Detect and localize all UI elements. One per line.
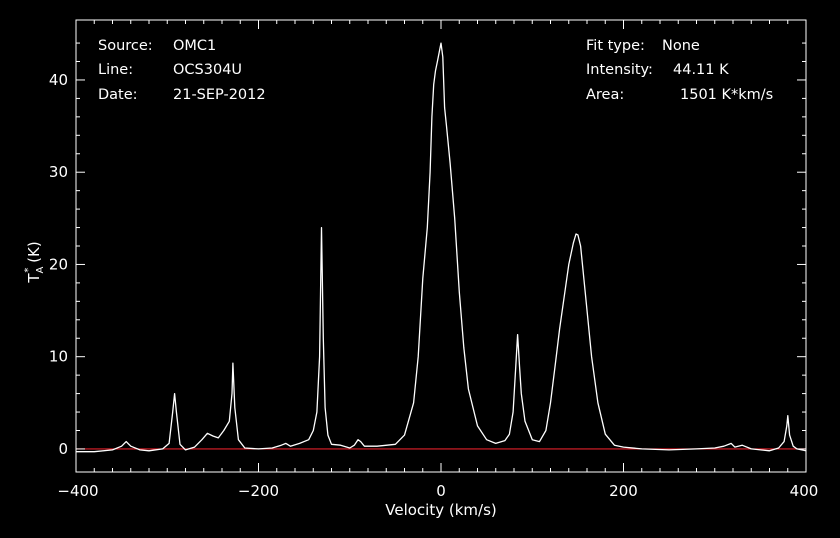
fit-type-label: Fit type: — [586, 38, 645, 54]
date-label: Date: — [98, 87, 138, 103]
info-panel-left: Source: OMC1 Line: OCS304U Date: 21-SEP-… — [98, 38, 266, 103]
y-axis-label-unit: (K) — [25, 241, 43, 267]
line-label: Line: — [98, 62, 133, 78]
y-axis-label-main: T — [25, 273, 43, 284]
tick-marks — [75, 20, 807, 472]
x-axis-label: Velocity (km/s) — [385, 501, 496, 519]
x-tick-label: 200 — [609, 482, 638, 500]
source-label: Source: — [98, 38, 153, 54]
y-tick-label: 0 — [58, 440, 68, 458]
y-tick-label: 20 — [49, 255, 68, 273]
y-tick-label: 30 — [49, 163, 68, 181]
x-tick-label: −200 — [238, 482, 279, 500]
intensity-value: 44.11 K — [673, 62, 729, 78]
x-tick-label: −400 — [57, 482, 98, 500]
date-value: 21-SEP-2012 — [173, 87, 266, 103]
intensity-label: Intensity: — [586, 62, 653, 78]
line-value: OCS304U — [173, 62, 242, 78]
y-tick-label: 10 — [49, 348, 68, 366]
x-tick-labels: −400 −200 0 200 400 — [57, 482, 818, 500]
area-value: 1501 K*km/s — [680, 87, 773, 103]
y-axis-label-sub: A — [35, 266, 46, 273]
area-label: Area: — [586, 87, 624, 103]
x-tick-label: 400 — [790, 482, 819, 500]
x-tick-label: 0 — [436, 482, 446, 500]
spectrum-line — [76, 42, 807, 453]
info-panel-right: Fit type: None Intensity: 44.11 K Area: … — [586, 38, 773, 103]
fit-type-value: None — [662, 38, 700, 54]
y-tick-label: 40 — [49, 71, 68, 89]
source-value: OMC1 — [173, 38, 216, 54]
y-tick-labels: 0 10 20 30 40 — [49, 71, 68, 458]
y-axis-label: TA* (K) — [23, 241, 46, 283]
y-axis-label-sup: * — [23, 268, 34, 273]
